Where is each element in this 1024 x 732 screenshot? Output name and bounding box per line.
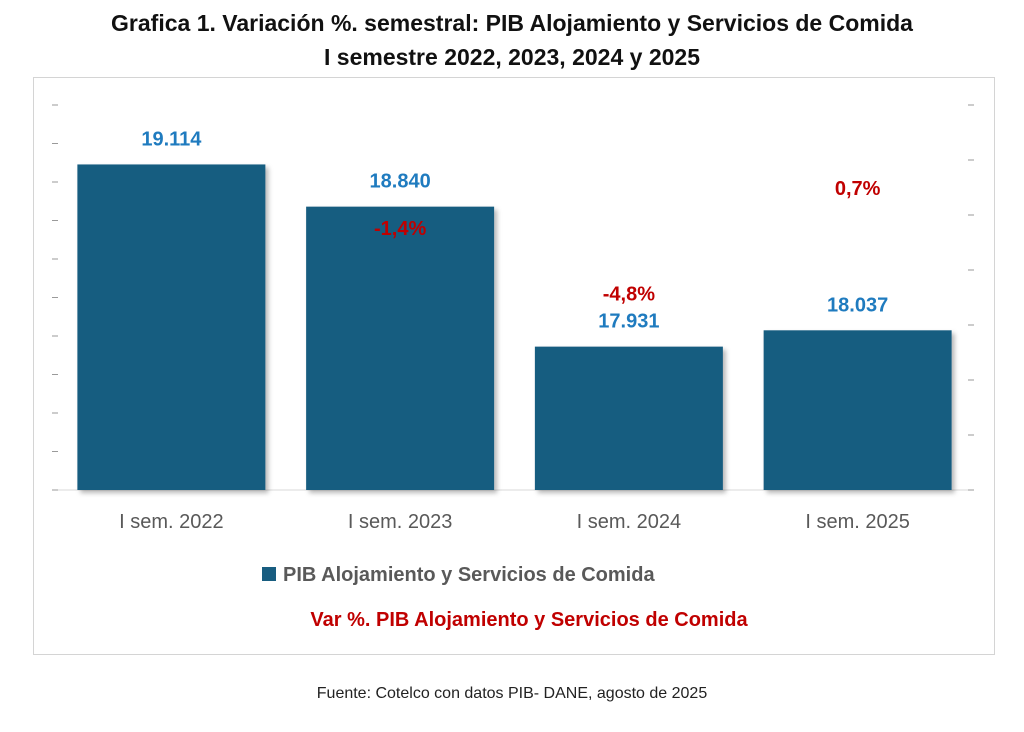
source-note: Fuente: Cotelco con datos PIB- DANE, ago… — [316, 685, 708, 702]
value-label: 19.114 — [141, 128, 202, 150]
x-tick-label: I sem. 2025 — [805, 511, 910, 533]
var-label: -4,8% — [603, 284, 655, 306]
value-label: 17.931 — [598, 311, 659, 333]
bar-pib — [534, 346, 723, 490]
chart-title-line1: Grafica 1. Variación %. semestral: PIB A… — [111, 10, 913, 36]
x-tick-label: I sem. 2024 — [577, 511, 682, 533]
bar-pib — [77, 164, 266, 490]
legend-label-var: Var %. PIB Alojamiento y Servicios de Co… — [310, 609, 748, 631]
legend-swatch-pib — [262, 567, 276, 581]
bar-pib — [306, 206, 495, 490]
bar-pib — [763, 330, 952, 490]
var-label: -1,4% — [374, 218, 426, 240]
labels-group: 19.114 I sem. 2022 18.840 I sem. 2023 -1,4% 1… — [119, 128, 910, 533]
legend-group: PIB Alojamiento y Servicios de Comida Var… — [262, 564, 748, 631]
legend-label-pib: PIB Alojamiento y Servicios de Comida — [283, 564, 655, 586]
bars-group — [77, 164, 952, 490]
var-label: 0,7% — [835, 178, 881, 200]
value-label: 18.037 — [827, 294, 888, 316]
chart-title-line2: I semestre 2022, 2023, 2024 y 2025 — [324, 44, 700, 70]
x-tick-label: I sem. 2022 — [119, 511, 224, 533]
x-tick-label: I sem. 2023 — [348, 511, 453, 533]
value-label: 18.840 — [370, 171, 431, 193]
